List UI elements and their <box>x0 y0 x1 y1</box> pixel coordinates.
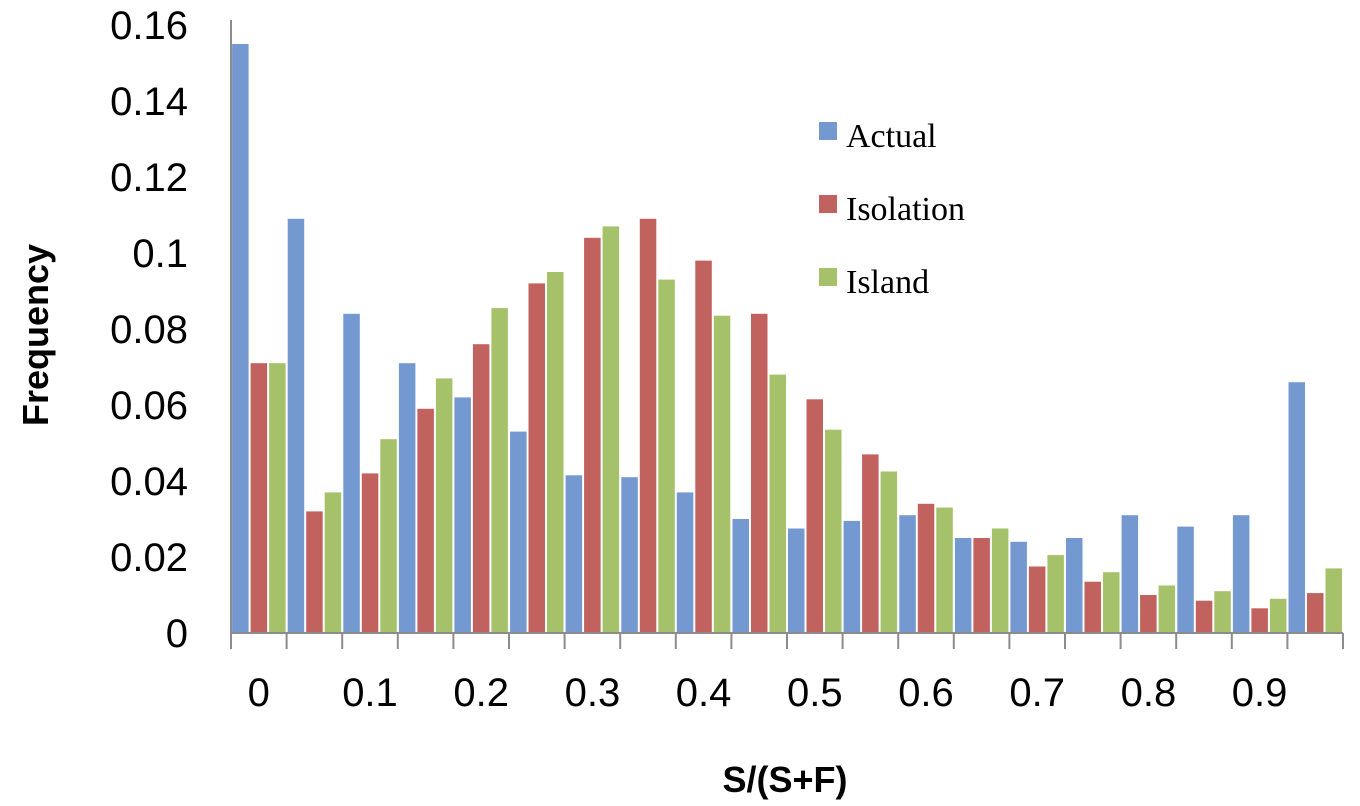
bar-actual-4 <box>454 397 471 633</box>
x-tick-label: 0.9 <box>1232 671 1288 715</box>
bar-actual-1 <box>287 218 305 634</box>
x-tick-label: 0.4 <box>676 671 732 715</box>
bar-actual-14 <box>1010 541 1027 633</box>
bar-isolation-18 <box>1251 608 1268 633</box>
bar-island-10 <box>825 429 842 633</box>
bar-island-19 <box>1325 568 1342 633</box>
bar-actual-15 <box>1066 538 1083 633</box>
bar-isolation-1 <box>306 511 323 633</box>
bar-actual-18 <box>1232 515 1250 633</box>
bar-isolation-13 <box>973 538 990 633</box>
bar-island-15 <box>1103 572 1120 633</box>
bar-actual-0 <box>232 44 249 633</box>
legend: Actual Isolation Island <box>819 118 965 301</box>
legend-swatch-isolation <box>819 195 837 213</box>
bar-actual-12 <box>899 515 916 633</box>
bar-actual-6 <box>565 475 583 633</box>
bar-island-1 <box>324 492 342 633</box>
x-tick-label: 0.2 <box>453 671 509 715</box>
bar-actual-3 <box>398 363 416 633</box>
bar-isolation-2 <box>361 473 379 633</box>
bar-island-0 <box>269 363 286 633</box>
y-tick-label: 0.14 <box>110 80 188 124</box>
y-tick-label: 0.1 <box>132 232 188 276</box>
bar-isolation-15 <box>1084 581 1101 633</box>
bar-isolation-11 <box>862 454 879 633</box>
bar-island-3 <box>435 378 453 633</box>
bar-actual-11 <box>843 520 861 633</box>
legend-swatch-actual <box>819 122 837 140</box>
bar-isolation-6 <box>584 237 601 634</box>
x-tick-label: 0.6 <box>898 671 954 715</box>
x-tick-label: 0.5 <box>787 671 843 715</box>
y-axis-title: Frequency <box>15 244 56 426</box>
x-tick-label: 0.7 <box>1009 671 1065 715</box>
x-tick-labels: 0 0.1 0.2 0.3 0.4 0.5 0.6 0.7 0.8 0.9 <box>248 671 1288 715</box>
bar-island-11 <box>880 471 898 633</box>
bar-island-9 <box>769 374 786 633</box>
bar-island-14 <box>1047 555 1064 633</box>
bar-isolation-17 <box>1195 600 1213 633</box>
bar-isolation-9 <box>751 313 768 633</box>
bar-actual-9 <box>732 519 749 633</box>
y-tick-label: 0 <box>166 612 188 656</box>
bar-actual-2 <box>343 313 360 633</box>
bar-actual-5 <box>510 431 527 633</box>
bar-isolation-10 <box>806 399 823 633</box>
bar-actual-8 <box>676 492 694 633</box>
legend-label-actual: Actual <box>846 118 937 155</box>
bar-actual-17 <box>1177 526 1194 633</box>
bar-actual-19 <box>1288 382 1305 633</box>
x-tick-label: 0.1 <box>342 671 398 715</box>
y-tick-label: 0.08 <box>110 308 188 352</box>
bar-isolation-14 <box>1028 566 1046 633</box>
legend-label-island: Island <box>846 264 929 301</box>
bar-isolation-8 <box>695 260 712 633</box>
bar-island-18 <box>1269 598 1287 633</box>
legend-label-isolation: Isolation <box>846 191 965 228</box>
y-tick-label: 0.16 <box>110 4 188 48</box>
bar-isolation-19 <box>1307 593 1324 633</box>
bar-island-2 <box>380 439 397 633</box>
bar-island-4 <box>491 308 508 633</box>
bar-island-13 <box>991 528 1009 633</box>
bar-isolation-0 <box>250 363 268 633</box>
bar-isolation-3 <box>417 408 434 633</box>
bar-isolation-5 <box>528 283 545 633</box>
bar-island-7 <box>658 279 675 633</box>
x-axis-title: S/(S+F) <box>722 759 847 800</box>
x-tick-marks <box>285 633 1344 649</box>
bar-isolation-4 <box>472 344 490 633</box>
bar-isolation-16 <box>1140 595 1157 633</box>
bar-actual-16 <box>1121 515 1139 633</box>
bar-island-12 <box>936 507 953 633</box>
x-tick-label: 0 <box>248 671 270 715</box>
x-tick-label: 0.3 <box>565 671 621 715</box>
bar-island-16 <box>1158 585 1176 633</box>
y-tick-label: 0.04 <box>110 460 188 504</box>
bar-actual-10 <box>788 528 805 633</box>
bar-isolation-7 <box>639 218 657 634</box>
y-tick-label: 0.12 <box>110 156 188 200</box>
x-tick-label: 0.8 <box>1121 671 1177 715</box>
bar-island-17 <box>1214 591 1231 633</box>
bar-actual-13 <box>954 538 972 633</box>
legend-swatch-island <box>819 268 837 286</box>
bars-layer <box>232 44 1342 634</box>
y-tick-labels: 0 0.02 0.04 0.06 0.08 0.1 0.12 0.14 0.16 <box>110 4 188 656</box>
bar-isolation-12 <box>917 503 935 633</box>
y-tick-label: 0.06 <box>110 384 188 428</box>
bar-island-6 <box>602 226 620 633</box>
y-tick-label: 0.02 <box>110 536 188 580</box>
bar-actual-7 <box>621 477 638 633</box>
bar-island-5 <box>547 272 564 633</box>
bar-island-8 <box>713 315 731 633</box>
